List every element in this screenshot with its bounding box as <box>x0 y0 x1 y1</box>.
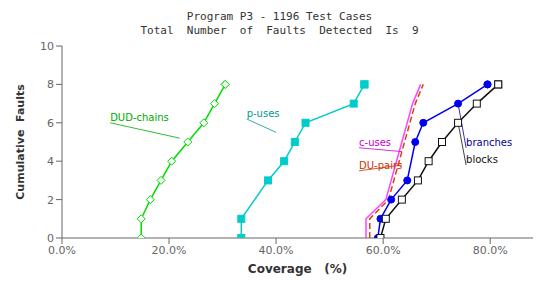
svg-text:Coverage (%): Coverage (%) <box>248 262 347 276</box>
svg-text:0: 0 <box>47 232 54 245</box>
svg-text:6: 6 <box>47 117 54 130</box>
svg-text:c-uses: c-uses <box>359 137 391 148</box>
svg-text:20.0%: 20.0% <box>152 244 187 257</box>
svg-text:p-uses: p-uses <box>247 108 280 119</box>
svg-text:8: 8 <box>47 78 54 91</box>
html-text:Total Number of Faults Detecte: Total Number of Faults Detected Is 9 <box>140 24 419 37</box>
svg-text:DUD-chains: DUD-chains <box>110 112 169 123</box>
svg-text:40.0%: 40.0% <box>259 244 294 257</box>
svg-text:60.0%: 60.0% <box>366 244 401 257</box>
svg-text:4: 4 <box>47 155 54 168</box>
svg-text:0.0%: 0.0% <box>48 244 76 257</box>
svg-text:blocks: blocks <box>466 154 498 165</box>
html-text:Program P3 - 1196 Test Cases: Program P3 - 1196 Test Cases <box>186 10 373 23</box>
svg-text:branches: branches <box>466 137 512 148</box>
svg-text:80.0%: 80.0% <box>473 244 508 257</box>
svg-text:Cumulative Faults: Cumulative Faults <box>14 84 27 200</box>
svg-text:DU-pairs: DU-pairs <box>359 160 402 171</box>
svg-text:2: 2 <box>47 194 54 207</box>
svg-text:10: 10 <box>40 40 54 53</box>
